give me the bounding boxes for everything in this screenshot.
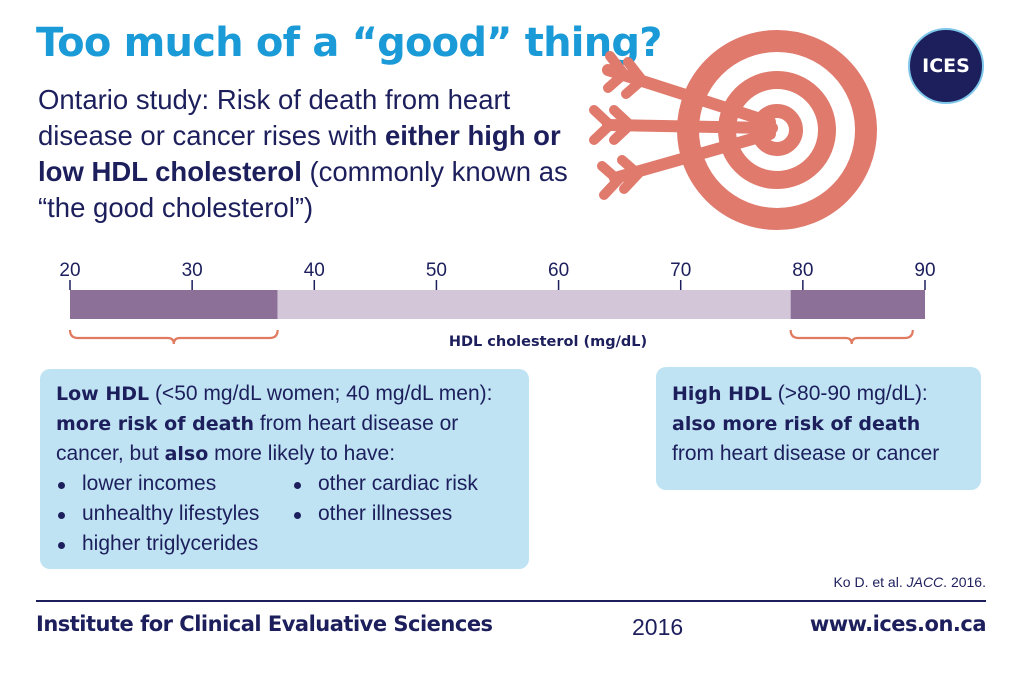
- low-hdl-heading: Low HDL (<50 mg/dL women; 40 mg/dL men):: [56, 379, 513, 409]
- footer-url[interactable]: www.ices.on.ca: [809, 612, 987, 636]
- tick-label: 50: [426, 260, 447, 281]
- high-hdl-risk: also more risk of death: [672, 413, 921, 435]
- page-title: Too much of a “good” thing?: [36, 20, 662, 66]
- citation-year: . 2016.: [943, 574, 986, 590]
- list-item: unhealthy lifestyles: [56, 499, 259, 529]
- list-item: lower incomes: [56, 469, 259, 499]
- range-segment-risk: [790, 290, 925, 319]
- footer-divider: [36, 600, 986, 602]
- axis-label: HDL cholesterol (mg/dL): [449, 334, 647, 350]
- tick-label: 30: [182, 260, 203, 281]
- bullet-list-left: lower incomes unhealthy lifestyles highe…: [56, 469, 259, 559]
- list-item: other cardiac risk: [292, 469, 478, 499]
- low-hdl-text-2: more likely to have:: [208, 442, 396, 465]
- citation-journal: JACC: [906, 574, 944, 590]
- tick-label: 60: [548, 260, 569, 281]
- bullet-list-right: other cardiac risk other illnesses: [292, 469, 478, 529]
- citation-authors: Ko D. et al.: [833, 574, 907, 590]
- low-hdl-text-1: from heart disease or cancer, but: [56, 412, 459, 465]
- low-hdl-label: Low HDL: [56, 383, 150, 405]
- low-hdl-box: Low HDL (<50 mg/dL women; 40 mg/dL men):…: [40, 369, 529, 569]
- hdl-scale: 20 30 40 50 60 70 80 90 HDL cholesterol (mg/dL): [59, 260, 935, 350]
- subtitle-text-1: Ontario study: Risk of death from heart …: [38, 84, 511, 151]
- ices-logo: ICES: [908, 28, 984, 104]
- high-hdl-box: High HDL (>80-90 mg/dL): also more risk …: [656, 367, 981, 490]
- tick-label: 70: [670, 260, 691, 281]
- target-with-arrows-icon: [589, 30, 877, 230]
- range-segment-risk: [70, 290, 278, 319]
- high-hdl-label: High HDL: [672, 383, 772, 405]
- subtitle: Ontario study: Risk of death from heart …: [38, 82, 578, 226]
- list-item: higher triglycerides: [56, 529, 259, 559]
- subtitle-text-2: (commonly known as “the good cholesterol…: [38, 156, 568, 223]
- low-hdl-risk: more risk of death: [56, 413, 255, 435]
- low-hdl-description: more risk of death from heart disease or…: [56, 409, 513, 469]
- tick-label: 20: [59, 260, 80, 281]
- footer-organization: Institute for Clinical Evaluative Scienc…: [36, 612, 493, 636]
- citation: Ko D. et al. JACC. 2016.: [833, 574, 986, 590]
- high-hdl-heading: High HDL (>80-90 mg/dL):: [672, 379, 965, 409]
- high-hdl-text: from heart disease or cancer: [672, 442, 940, 465]
- low-hdl-also: also: [164, 443, 209, 465]
- list-item: other illnesses: [292, 499, 478, 529]
- footer-year: 2016: [632, 614, 684, 640]
- range-bracket: [68, 329, 279, 345]
- tick-label: 80: [792, 260, 813, 281]
- tick-label: 40: [304, 260, 325, 281]
- range-segment-normal: [277, 290, 791, 319]
- tick-label: 90: [914, 260, 935, 281]
- subtitle-emphasis: either high or low HDL cholesterol: [38, 120, 561, 187]
- low-hdl-range: (<50 mg/dL women; 40 mg/dL men):: [149, 382, 493, 405]
- high-hdl-description: also more risk of death from heart disea…: [672, 409, 965, 469]
- low-hdl-bullets: lower incomes unhealthy lifestyles highe…: [56, 469, 513, 559]
- high-hdl-range: (>80-90 mg/dL):: [771, 382, 928, 405]
- range-bracket: [789, 329, 914, 345]
- logo-text: ICES: [922, 55, 970, 77]
